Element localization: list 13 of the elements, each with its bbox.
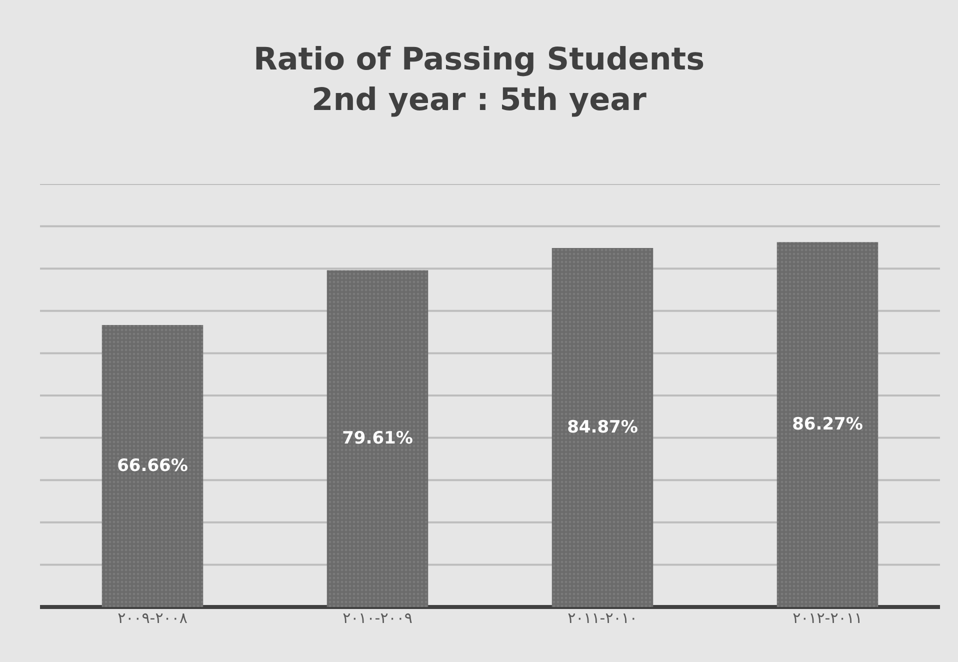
data-label: 84.87% — [567, 418, 638, 438]
data-label: 86.27% — [792, 414, 863, 435]
bar — [326, 270, 428, 607]
x-tick-label: ٢٠١٠-٢٠٠٩ — [342, 609, 412, 627]
x-tick-label: ٢٠٠٩-٢٠٠٨ — [118, 609, 188, 627]
bar — [552, 248, 654, 607]
bar — [776, 242, 878, 607]
x-tick-label: ٢٠١٢-٢٠١١ — [792, 609, 862, 627]
bar — [102, 325, 204, 607]
x-tick-label: ٢٠١١-٢٠١٠ — [568, 609, 638, 627]
data-label: 79.61% — [342, 428, 413, 449]
data-label: 66.66% — [117, 456, 188, 476]
chart-title: Ratio of Passing Students 2nd year : 5th year — [253, 42, 705, 118]
